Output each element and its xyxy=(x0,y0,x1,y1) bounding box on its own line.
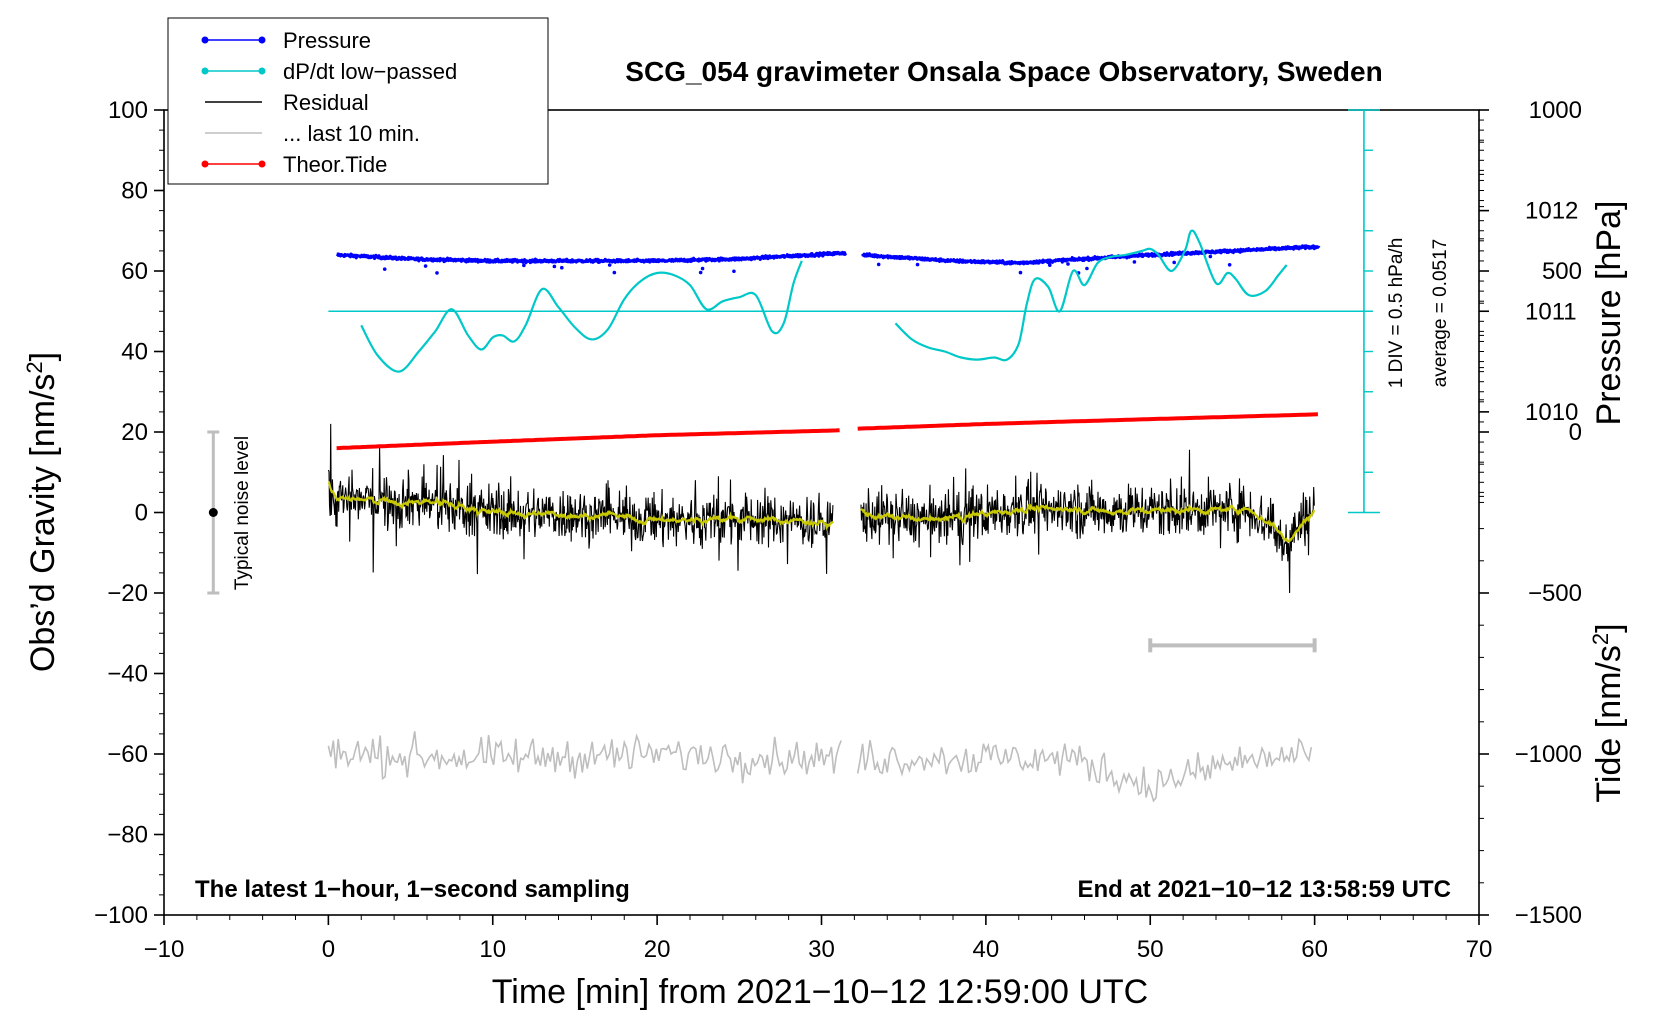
legend-marker xyxy=(201,67,209,75)
plot-frame xyxy=(163,109,1480,916)
last-10-min-line xyxy=(327,731,842,784)
chart-title: SCG_054 gravimeter Onsala Space Observat… xyxy=(625,56,1382,87)
pressure-point xyxy=(732,269,736,274)
dpdt-line xyxy=(894,229,1288,362)
y-tick-label: 60 xyxy=(121,258,148,285)
pressure-point xyxy=(552,264,557,269)
pressure-point xyxy=(1208,254,1213,259)
x-tick-label: −10 xyxy=(144,936,185,963)
pressure-line xyxy=(335,250,848,265)
pressure-point xyxy=(876,262,881,267)
x-axis-label: Time [min] from 2021−10−12 12:59:00 UTC xyxy=(492,973,1148,1011)
y-tick-label: 40 xyxy=(121,339,148,366)
legend-box xyxy=(167,17,549,185)
y-axis-label: Obs’d Gravity [nm/s2] xyxy=(22,352,62,672)
legend-label: dP/dt low−passed xyxy=(283,59,457,84)
pressure-point xyxy=(522,263,526,268)
sampling-note: The latest 1−hour, 1−second sampling xyxy=(195,876,630,903)
legend-label: ... last 10 min. xyxy=(283,121,420,146)
x-axis: −10 0 10 20 30 40 50 60 70 xyxy=(144,915,1493,963)
tide-tick-label: 1000 xyxy=(1529,97,1582,124)
y-axis-left: −100 −80 −60 −40 −20 0 20 40 60 80 100 xyxy=(94,97,164,929)
legend-label: Residual xyxy=(283,90,369,115)
tide-tick-label: −500 xyxy=(1528,580,1582,607)
noise-level-label: Typical noise level xyxy=(232,436,253,590)
x-tick-label: 40 xyxy=(973,936,1000,963)
y-tick-label: −40 xyxy=(107,661,148,688)
end-time-note: End at 2021−10−12 13:58:59 UTC xyxy=(1077,876,1451,903)
x-tick-label: 70 xyxy=(1466,936,1493,963)
residual-line xyxy=(860,449,1315,594)
legend-marker xyxy=(258,160,266,168)
pressure-point xyxy=(1066,262,1070,266)
legend-marker xyxy=(258,67,266,75)
pressure-line xyxy=(861,244,1321,266)
pressure-point xyxy=(1047,263,1052,267)
noise-level-point xyxy=(208,508,218,517)
tide-tick-label: −1500 xyxy=(1515,902,1582,929)
pressure-point xyxy=(1085,266,1089,271)
x-tick-label: 20 xyxy=(644,936,671,963)
y-tick-label: −60 xyxy=(107,741,148,768)
y-tick-label: 20 xyxy=(121,419,148,446)
pressure-point xyxy=(1172,260,1176,265)
tide-line xyxy=(336,428,840,451)
pressure-point xyxy=(700,266,705,271)
pressure-tick-label: 1012 xyxy=(1525,198,1578,225)
pressure-point xyxy=(915,262,920,267)
scale-division-note: 1 DIV = 0.5 hPa/h xyxy=(1386,238,1407,389)
dpdt-line xyxy=(360,260,803,373)
x-tick-label: 0 xyxy=(322,936,335,963)
tide-tick-label: 0 xyxy=(1569,419,1582,446)
x-tick-label: 10 xyxy=(479,936,506,963)
y-tick-label: −100 xyxy=(94,902,148,929)
x-tick-label: 60 xyxy=(1301,936,1328,963)
x-tick-label: 30 xyxy=(808,936,835,963)
pressure-tick-label: 1010 xyxy=(1525,399,1578,426)
residual-smoothed-line xyxy=(327,481,834,531)
pressure-point xyxy=(698,270,703,275)
legend: Pressure dP/dt low−passed Residual ... last… xyxy=(167,17,549,185)
legend-label: Pressure xyxy=(283,28,371,53)
y-tick-label: −80 xyxy=(107,822,148,849)
pressure-point xyxy=(382,267,387,271)
pressure-point xyxy=(435,271,439,275)
residual-smoothed-line xyxy=(860,503,1316,543)
y-tick-label: 0 xyxy=(135,500,148,527)
legend-marker xyxy=(201,160,209,168)
last-10-min-line xyxy=(856,737,1313,803)
pressure-axis-label: Pressure [hPa] xyxy=(1590,201,1628,426)
series-layer xyxy=(327,229,1373,803)
annotation-layer xyxy=(207,109,1380,653)
tide-line xyxy=(857,412,1318,431)
legend-label: Theor.Tide xyxy=(283,152,387,177)
y-axis-pressure: 1010 1011 1012 xyxy=(1479,109,1578,503)
y-tick-label: 100 xyxy=(108,97,148,124)
pressure-point xyxy=(423,264,428,268)
tide-tick-label: −1000 xyxy=(1515,741,1582,768)
y-tick-label: −20 xyxy=(107,580,148,607)
tide-tick-label: 500 xyxy=(1542,258,1582,285)
y-axis-tide: 1000 500 0 −500 −1000 −1500 xyxy=(1479,97,1582,929)
pressure-tick-label: 1011 xyxy=(1525,298,1577,325)
pressure-point xyxy=(1132,260,1137,264)
y-tick-label: 80 xyxy=(121,178,148,205)
pressure-point xyxy=(560,265,564,270)
pressure-point xyxy=(1018,270,1023,275)
x-tick-label: 50 xyxy=(1137,936,1164,963)
residual-line xyxy=(327,423,834,575)
tide-axis-label: Tide [nm/s2] xyxy=(1588,623,1628,802)
pressure-point xyxy=(607,263,612,267)
legend-marker xyxy=(201,36,209,44)
average-note: average = 0.0517 xyxy=(1430,239,1451,387)
legend-marker xyxy=(258,36,266,44)
pressure-point xyxy=(1227,262,1232,267)
pressure-point xyxy=(612,270,617,275)
